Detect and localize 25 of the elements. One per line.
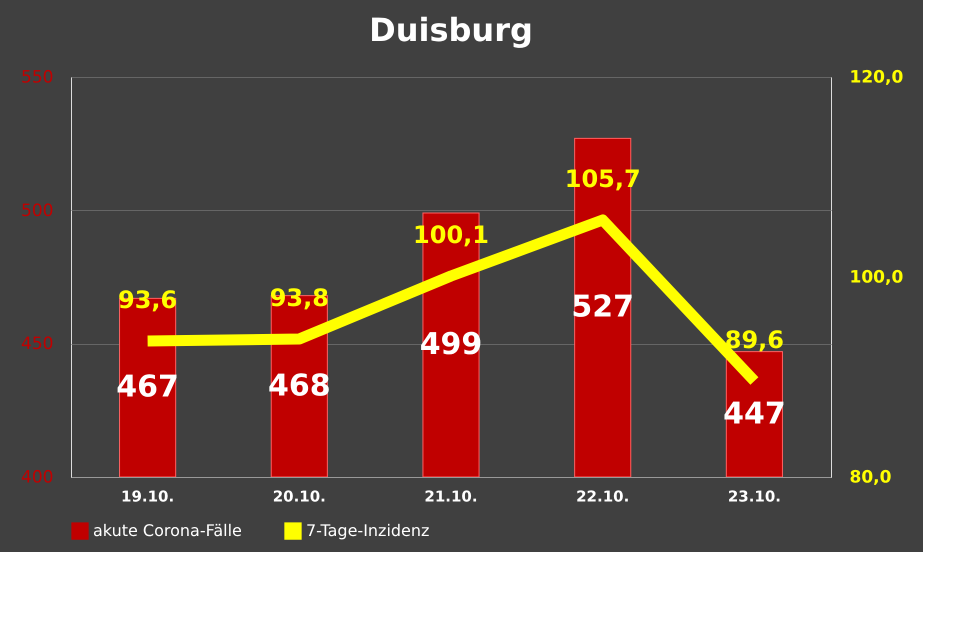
y2-tick-label: 80,0: [850, 468, 892, 488]
data-label: 468: [268, 368, 331, 404]
y2-tick-label: 120,0: [850, 68, 904, 88]
legend-label: 7-Tage-Inzidenz: [306, 521, 430, 540]
data-label: 527: [571, 290, 634, 325]
data-label: 447: [723, 396, 786, 432]
x-tick-label: 19.10.: [121, 488, 174, 506]
y2-tick-label: 100,0: [850, 268, 904, 288]
x-tick-label: 20.10.: [272, 488, 326, 506]
data-label: 499: [420, 327, 482, 362]
data-label: 105,7: [564, 165, 641, 193]
data-label: 100,1: [413, 221, 489, 249]
x-tick-label: 22.10.: [576, 488, 630, 506]
data-label: 93,6: [118, 286, 178, 314]
legend-label: akute Corona-Fälle: [93, 521, 242, 540]
data-label: 89,6: [724, 326, 784, 354]
y-tick-label: 550: [21, 68, 54, 88]
data-label: 93,8: [270, 284, 329, 312]
x-tick-label: 21.10.: [424, 488, 478, 506]
y-tick-label: 400: [21, 468, 54, 488]
y-tick-label: 500: [21, 200, 54, 221]
y-tick-label: 450: [21, 334, 54, 354]
data-label: 467: [116, 370, 179, 405]
chart-title: Duisburg: [369, 11, 533, 49]
x-tick-label: 23.10.: [728, 488, 781, 506]
